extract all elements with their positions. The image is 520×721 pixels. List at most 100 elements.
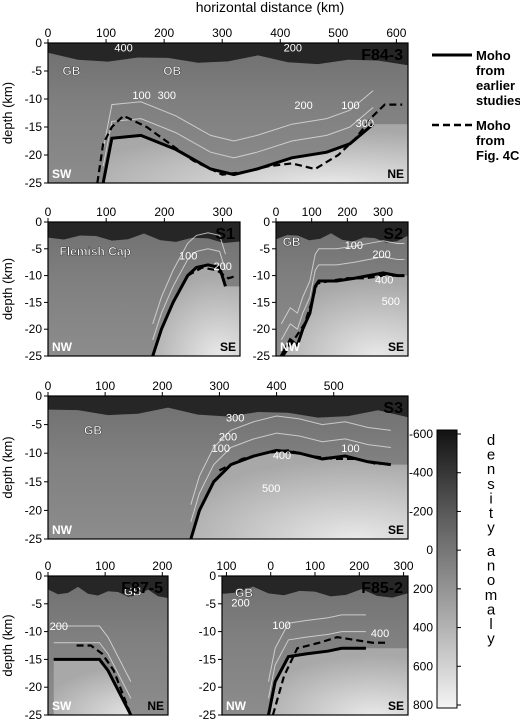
colorbar-tick-label: 600 [413, 659, 433, 673]
y-tick-label: -5 [205, 597, 216, 611]
density-field: 400 200 100 300 200 100 300 GB OB [48, 42, 408, 183]
x-tick-label: 500 [328, 26, 348, 40]
density-field: 200 100 400 GB [222, 576, 408, 715]
density-contour [53, 642, 132, 699]
shallow-band [48, 396, 408, 418]
density-contour [268, 631, 366, 699]
corner-label-right: SE [220, 340, 236, 354]
x-tick-label: 0 [267, 559, 274, 573]
moho-earlier-line [267, 646, 366, 715]
corner-label-right: SE [388, 523, 404, 537]
y-tick-label: 0 [35, 389, 42, 403]
corner-label-right: SE [388, 340, 404, 354]
moho-fig4c-line [282, 274, 405, 356]
contour-label: 200 [294, 100, 312, 112]
legend-dashed-label: Moho from Fig. 4C [476, 118, 520, 163]
y-tick-label: -25 [253, 349, 271, 363]
contour-label: 400 [273, 450, 291, 462]
shallow-band [276, 222, 408, 243]
moho-fig4c-line [187, 266, 238, 280]
panel-title: S3 [383, 400, 403, 417]
contour-label: 100 [179, 251, 197, 263]
y-tick-label: 0 [263, 215, 270, 229]
panel-title: S1 [215, 226, 235, 243]
shallow-band [222, 576, 408, 598]
colorbar-tick-label: 800 [413, 698, 433, 712]
y-tick-label: -15 [25, 120, 43, 134]
contour-label: 100 [272, 620, 290, 632]
corner-label-left: NW [52, 340, 73, 354]
panel-f84-3: 400 200 100 300 200 100 300 GB OB F84-3 SW NE 0 100 20… [0, 26, 409, 190]
mantle-region [268, 648, 408, 715]
x-tick-label: 300 [212, 26, 232, 40]
x-tick-label: 200 [154, 205, 174, 219]
x-tick-label: 100 [302, 205, 322, 219]
y-tick-label: -25 [25, 532, 43, 546]
region-label: GB [235, 586, 253, 600]
legend: Moho from earlier studies Moho from Fig.… [432, 48, 520, 163]
contour-label: 100 [132, 90, 150, 102]
y-axis-label: depth (km) [0, 258, 15, 320]
corner-label-right: NE [387, 167, 404, 181]
panel-frame [47, 575, 169, 716]
corner-label-left: SW [52, 699, 72, 713]
moho-fig4c-line [76, 644, 132, 715]
density-contour [190, 415, 391, 505]
x-tick-label: 0 [45, 205, 52, 219]
y-tick-label: 0 [209, 569, 216, 583]
corner-label-left: NW [280, 340, 301, 354]
y-tick-label: -20 [25, 680, 43, 694]
contour-label: 200 [284, 42, 302, 54]
moho-earlier-line [151, 263, 227, 356]
y-tick-label: -10 [25, 269, 43, 283]
panel-title: F84-3 [361, 47, 403, 64]
panel-frame [275, 221, 409, 357]
contour-label: 100 [212, 443, 230, 455]
corner-label-left: NW [52, 523, 73, 537]
panel-title: F85-2 [361, 580, 403, 597]
y-tick-label: -15 [199, 652, 217, 666]
x-tick-label: 100 [95, 379, 115, 393]
moho-fig4c-line [271, 636, 386, 715]
top-xlabel: horizontal distance (km) [196, 0, 345, 15]
x-tick-label: 300 [394, 559, 414, 573]
x-tick-label: 200 [152, 559, 172, 573]
density-contour [102, 90, 374, 150]
x-tick-label: 300 [373, 205, 393, 219]
x-tick-label: 500 [324, 379, 344, 393]
x-tick-label: 300 [213, 205, 233, 219]
y-tick-label: -20 [253, 322, 271, 336]
y-tick-label: -25 [25, 176, 43, 190]
panel-frame [47, 42, 409, 184]
colorbar-tick-label: 200 [413, 582, 433, 596]
panel-title: S2 [383, 226, 403, 243]
density-contour [280, 240, 405, 325]
y-tick-label: -5 [31, 418, 42, 432]
x-tick-label: 200 [349, 559, 369, 573]
panel-title: F87-5 [121, 580, 163, 597]
density-contour [280, 256, 405, 341]
x-tick-label: 600 [386, 26, 406, 40]
y-tick-label: -10 [25, 625, 43, 639]
region-label: GB [283, 235, 301, 249]
corner-label-right: SE [388, 699, 404, 713]
contour-label: 100 [341, 100, 359, 112]
contour-label: 200 [214, 261, 232, 273]
mantle-region [103, 124, 408, 183]
region-label: Flemish Cap [60, 245, 131, 259]
x-tick-label: 100 [216, 559, 236, 573]
x-tick-label: 200 [152, 379, 172, 393]
region-label: OB [163, 64, 181, 78]
corner-label-left: SW [52, 167, 72, 181]
y-tick-label: -5 [31, 64, 42, 78]
colorbar-tick-label: -200 [409, 504, 433, 518]
y-tick-label: -25 [25, 349, 43, 363]
mantle-region [281, 272, 408, 356]
contour-label: 200 [372, 249, 390, 261]
contour-label: 300 [356, 118, 374, 130]
x-tick-label: 100 [96, 26, 116, 40]
density-field: 200 GB [48, 576, 168, 715]
